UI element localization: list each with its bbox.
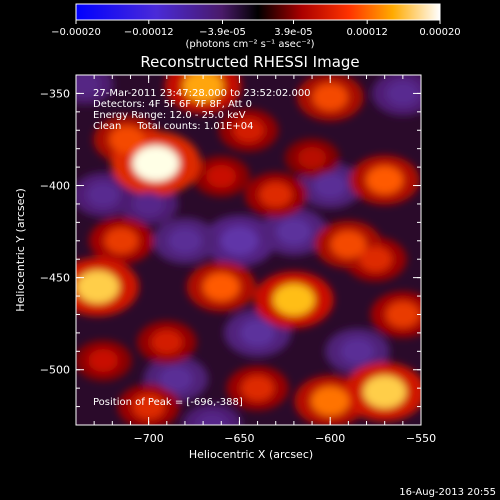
negative-blob xyxy=(133,191,165,216)
emission-blob xyxy=(311,386,350,416)
emission-blob xyxy=(151,330,183,355)
emission-blob xyxy=(232,118,265,143)
x-tick-label: −650 xyxy=(224,432,254,445)
negative-blob xyxy=(158,365,193,392)
x-tick-label: −550 xyxy=(406,432,436,445)
negative-blob xyxy=(340,338,375,365)
colorbar-tick-label: 3.9e-05 xyxy=(274,27,312,38)
emission-blob xyxy=(385,301,420,328)
emission-blob xyxy=(297,146,327,169)
info-detectors: Detectors: 4F 5F 6F 7F 8F, Att 0 xyxy=(93,99,253,110)
emission-blob xyxy=(203,272,240,301)
colorbar-ticks: −0.00020 −0.00012 −3.9e-05 3.9e-05 0.00012 0.… xyxy=(51,20,461,38)
footer-date: 16-Aug-2013 20:55 xyxy=(399,487,496,498)
negative-blob xyxy=(196,413,228,425)
x-axis-ticks: −700 −650 −600 −550 xyxy=(75,75,436,445)
emission-blob xyxy=(88,349,119,373)
emission-blob xyxy=(132,145,180,182)
y-axis-ticks: −350 −400 −450 −500 xyxy=(40,74,421,426)
emission-blob xyxy=(132,394,165,420)
colorbar-tick-label: −3.9e-05 xyxy=(199,27,246,38)
emission-blob xyxy=(273,283,315,316)
peak-position: Position of Peak = [-696,-388] xyxy=(93,397,243,408)
emission-blob xyxy=(363,375,407,409)
heatmap-image xyxy=(76,75,421,425)
y-tick-label: −500 xyxy=(40,364,70,377)
x-tick-label: −700 xyxy=(134,432,164,445)
colorbar-units: (photons cm⁻² s⁻¹ asec⁻²) xyxy=(185,39,315,50)
emission-blob xyxy=(104,227,139,254)
colorbar-tick-label: −0.00020 xyxy=(51,27,101,38)
negative-blob xyxy=(313,172,348,199)
negative-blob xyxy=(386,80,420,106)
colorbar-tick-label: −0.00012 xyxy=(124,27,174,38)
y-tick-label: −350 xyxy=(40,87,70,100)
emission-blob xyxy=(366,166,403,194)
emission-blob xyxy=(241,375,274,401)
negative-blob xyxy=(240,319,276,347)
chart-title: Reconstructed RHESSI Image xyxy=(140,53,360,71)
negative-blob xyxy=(168,227,202,254)
y-axis-label: Heliocentric Y (arcsec) xyxy=(14,188,27,312)
colorbar xyxy=(75,3,441,21)
emission-blob xyxy=(109,125,145,153)
colorbar-tick-label: 0.00020 xyxy=(419,27,460,38)
colorbar-tick-label: 0.00012 xyxy=(347,27,388,38)
plot-frame xyxy=(75,74,422,426)
y-tick-label: −450 xyxy=(40,272,70,285)
negative-blob xyxy=(220,226,259,256)
x-axis-label: Heliocentric X (arcsec) xyxy=(189,448,313,461)
emission-blob xyxy=(182,75,224,102)
emission-blob xyxy=(206,164,237,188)
info-time-range: 27-Mar-2011 23:47:28.000 to 23:52:02.000 xyxy=(93,88,311,99)
emission-blob xyxy=(312,83,348,111)
emission-blob xyxy=(259,182,292,208)
negative-blob xyxy=(86,182,120,208)
y-tick-label: −400 xyxy=(40,180,70,193)
emission-blob xyxy=(330,230,366,258)
info-energy: Energy Range: 12.0 - 25.0 keV xyxy=(93,110,246,121)
negative-blob xyxy=(76,75,101,96)
emission-blob xyxy=(76,270,120,304)
x-tick-label: −600 xyxy=(315,432,345,445)
info-method: Clean Total counts: 1.01E+04 xyxy=(93,121,254,132)
emission-blob xyxy=(359,246,392,272)
negative-blob xyxy=(276,218,312,246)
